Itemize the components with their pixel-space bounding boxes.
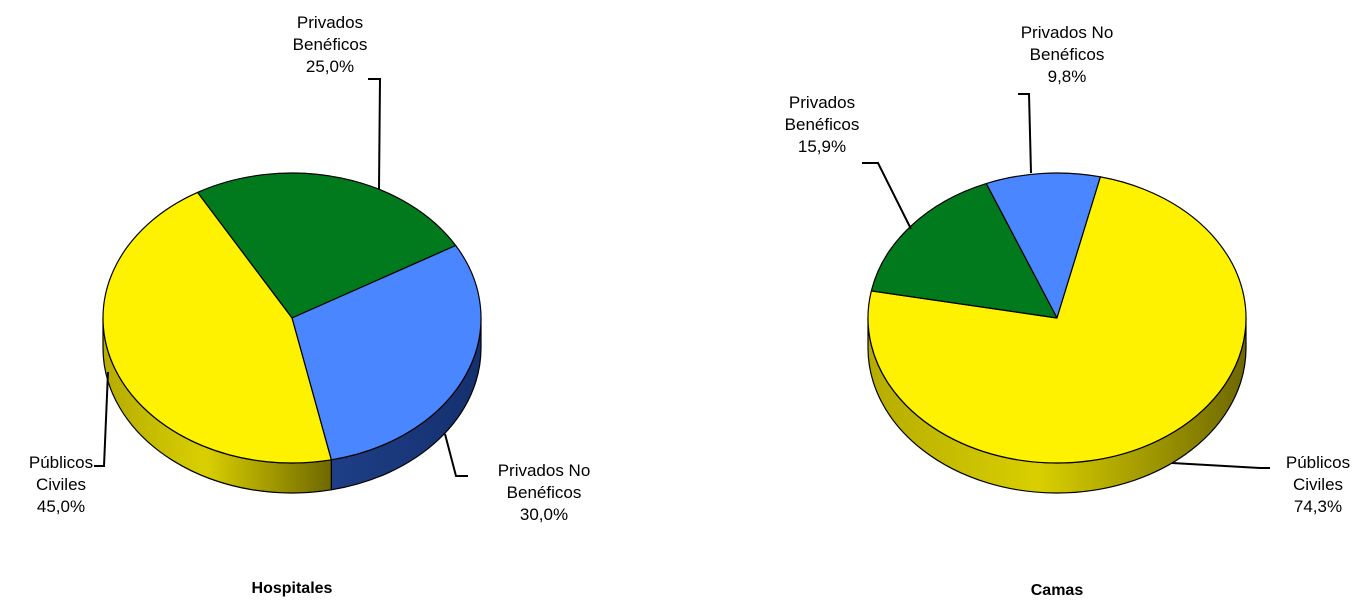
leader-line-privados-no-beneficos	[444, 433, 468, 477]
data-label-privados-no-beneficos: Privados No Benéficos 9,8%	[1021, 23, 1114, 86]
leader-line-privados-beneficos	[368, 78, 382, 190]
chart-title-hospitales: Hospitales	[252, 580, 333, 597]
data-label-privados-beneficos: Privados Benéficos 15,9%	[785, 93, 860, 156]
slice-publicos-civiles	[102, 191, 332, 464]
leader-line-privados-beneficos	[862, 162, 912, 230]
slice-privados-beneficos	[196, 172, 457, 319]
chart-camas: Privados No Benéficos 9,8% Públicos Civiles 7…	[785, 23, 1350, 599]
leader-line-privados-no-beneficos	[1018, 93, 1032, 174]
slice-privados-beneficos	[870, 182, 1058, 319]
data-label-privados-no-beneficos: Privados No Benéficos 30,0%	[498, 461, 591, 524]
slice-publicos-civiles	[867, 176, 1247, 464]
data-label-publicos-civiles: Públicos Civiles 45,0%	[29, 453, 93, 516]
slice-privados-no-beneficos	[291, 244, 482, 461]
data-label-publicos-civiles: Públicos Civiles 74,3%	[1286, 453, 1350, 516]
chart-hospitales: Privados Benéficos 25,0% Privados No Benéfic…	[29, 13, 590, 597]
leader-line-publicos-civiles	[1171, 462, 1270, 469]
slice-privados-no-beneficos	[985, 172, 1102, 319]
data-label-privados-beneficos: Privados Benéficos 25,0%	[293, 13, 368, 76]
chart-title-camas: Camas	[1031, 582, 1084, 599]
leader-line-publicos-civiles	[94, 371, 109, 467]
